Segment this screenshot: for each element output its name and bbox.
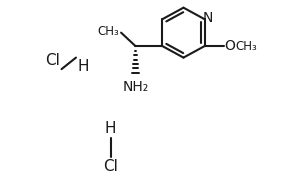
Text: CH₃: CH₃	[97, 25, 119, 38]
Text: Cl: Cl	[45, 53, 60, 68]
Text: H: H	[78, 59, 89, 74]
Text: Cl: Cl	[103, 159, 118, 174]
Text: H: H	[105, 121, 116, 136]
Text: N: N	[203, 11, 213, 25]
Text: O: O	[224, 39, 235, 53]
Text: CH₃: CH₃	[235, 40, 257, 53]
Text: NH₂: NH₂	[122, 80, 148, 94]
